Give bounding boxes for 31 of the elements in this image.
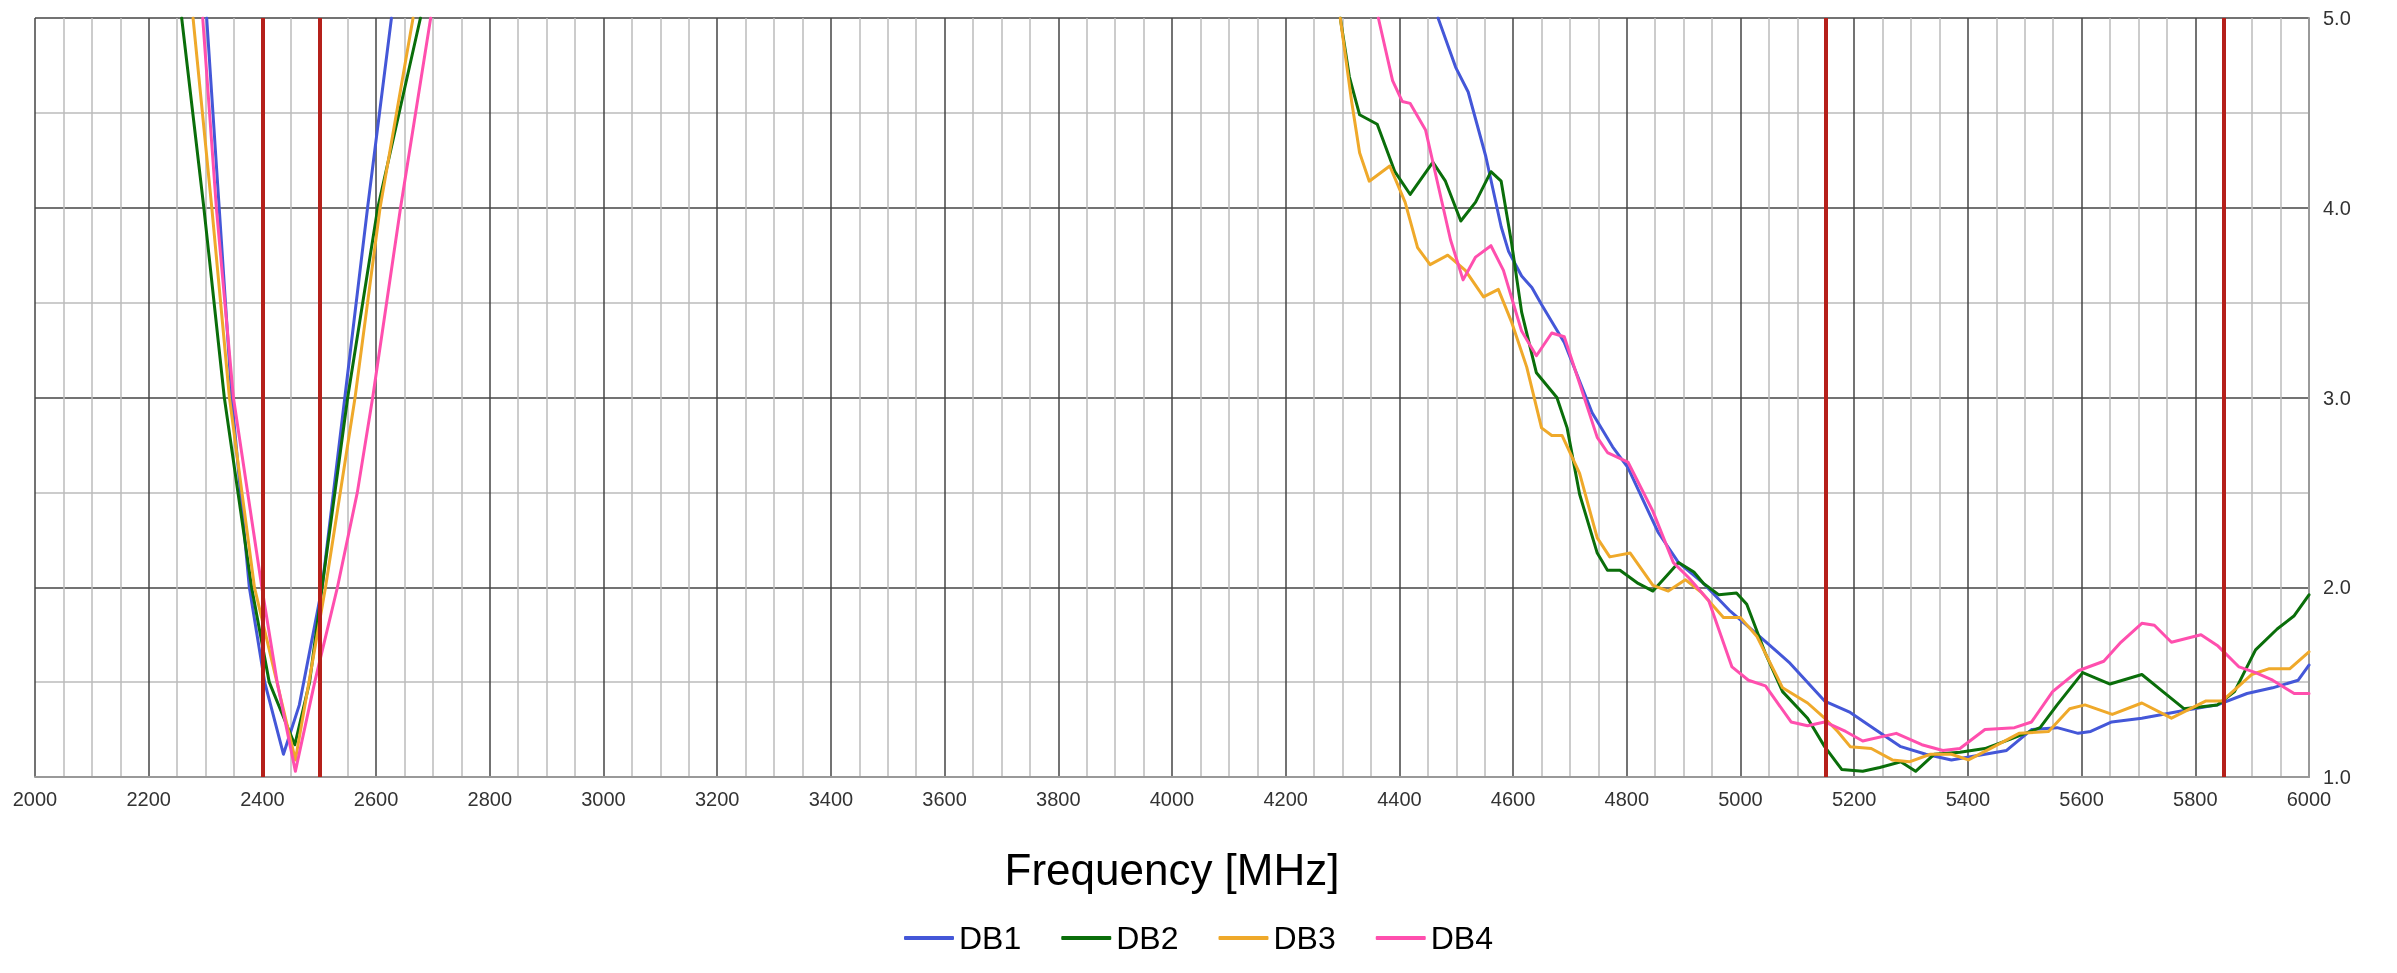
legend-label: DB2 (1116, 920, 1179, 956)
x-tick-label: 2000 (12, 788, 58, 810)
x-tick-label: 5800 (2173, 788, 2218, 810)
x-tick-label: 3800 (1036, 788, 1081, 810)
x-tick-label: 5600 (2059, 788, 2104, 810)
x-tick-label: 3600 (922, 788, 967, 810)
x-tick-label: 2600 (353, 788, 399, 810)
x-tick-label: 3400 (808, 788, 854, 810)
x-tick-label: 5000 (1718, 788, 1763, 810)
x-tick-label: 4400 (1377, 788, 1422, 810)
y-tick-label: 4.0 (2323, 196, 2351, 219)
x-tick-label: 2800 (467, 788, 513, 810)
x-tick-label: 3000 (581, 788, 626, 810)
x-tick-label: 4000 (1149, 788, 1195, 810)
x-tick-label: 4600 (1490, 788, 1536, 810)
legend-label: DB4 (1430, 920, 1493, 956)
legend-label: DB1 (959, 920, 1022, 956)
x-tick-label: 5200 (1831, 788, 1877, 810)
x-tick-label: 3200 (694, 788, 740, 810)
y-tick-label: 3.0 (2323, 386, 2351, 409)
x-tick-label: 4800 (1604, 788, 1650, 810)
y-tick-label: 5.0 (2323, 7, 2351, 29)
y-tick-label: 2.0 (2323, 576, 2351, 599)
x-tick-label: 4200 (1263, 788, 1308, 810)
legend-label: DB3 (1273, 920, 1336, 956)
x-tick-label: 6000 (2286, 788, 2332, 810)
x-tick-label: 5400 (1945, 788, 1991, 810)
x-tick-label: 2400 (240, 788, 285, 810)
x-tick-label: 2200 (126, 788, 171, 810)
x-axis-title: Frequency [MHz] (1004, 844, 1340, 894)
y-tick-label: 1.0 (2323, 766, 2351, 788)
